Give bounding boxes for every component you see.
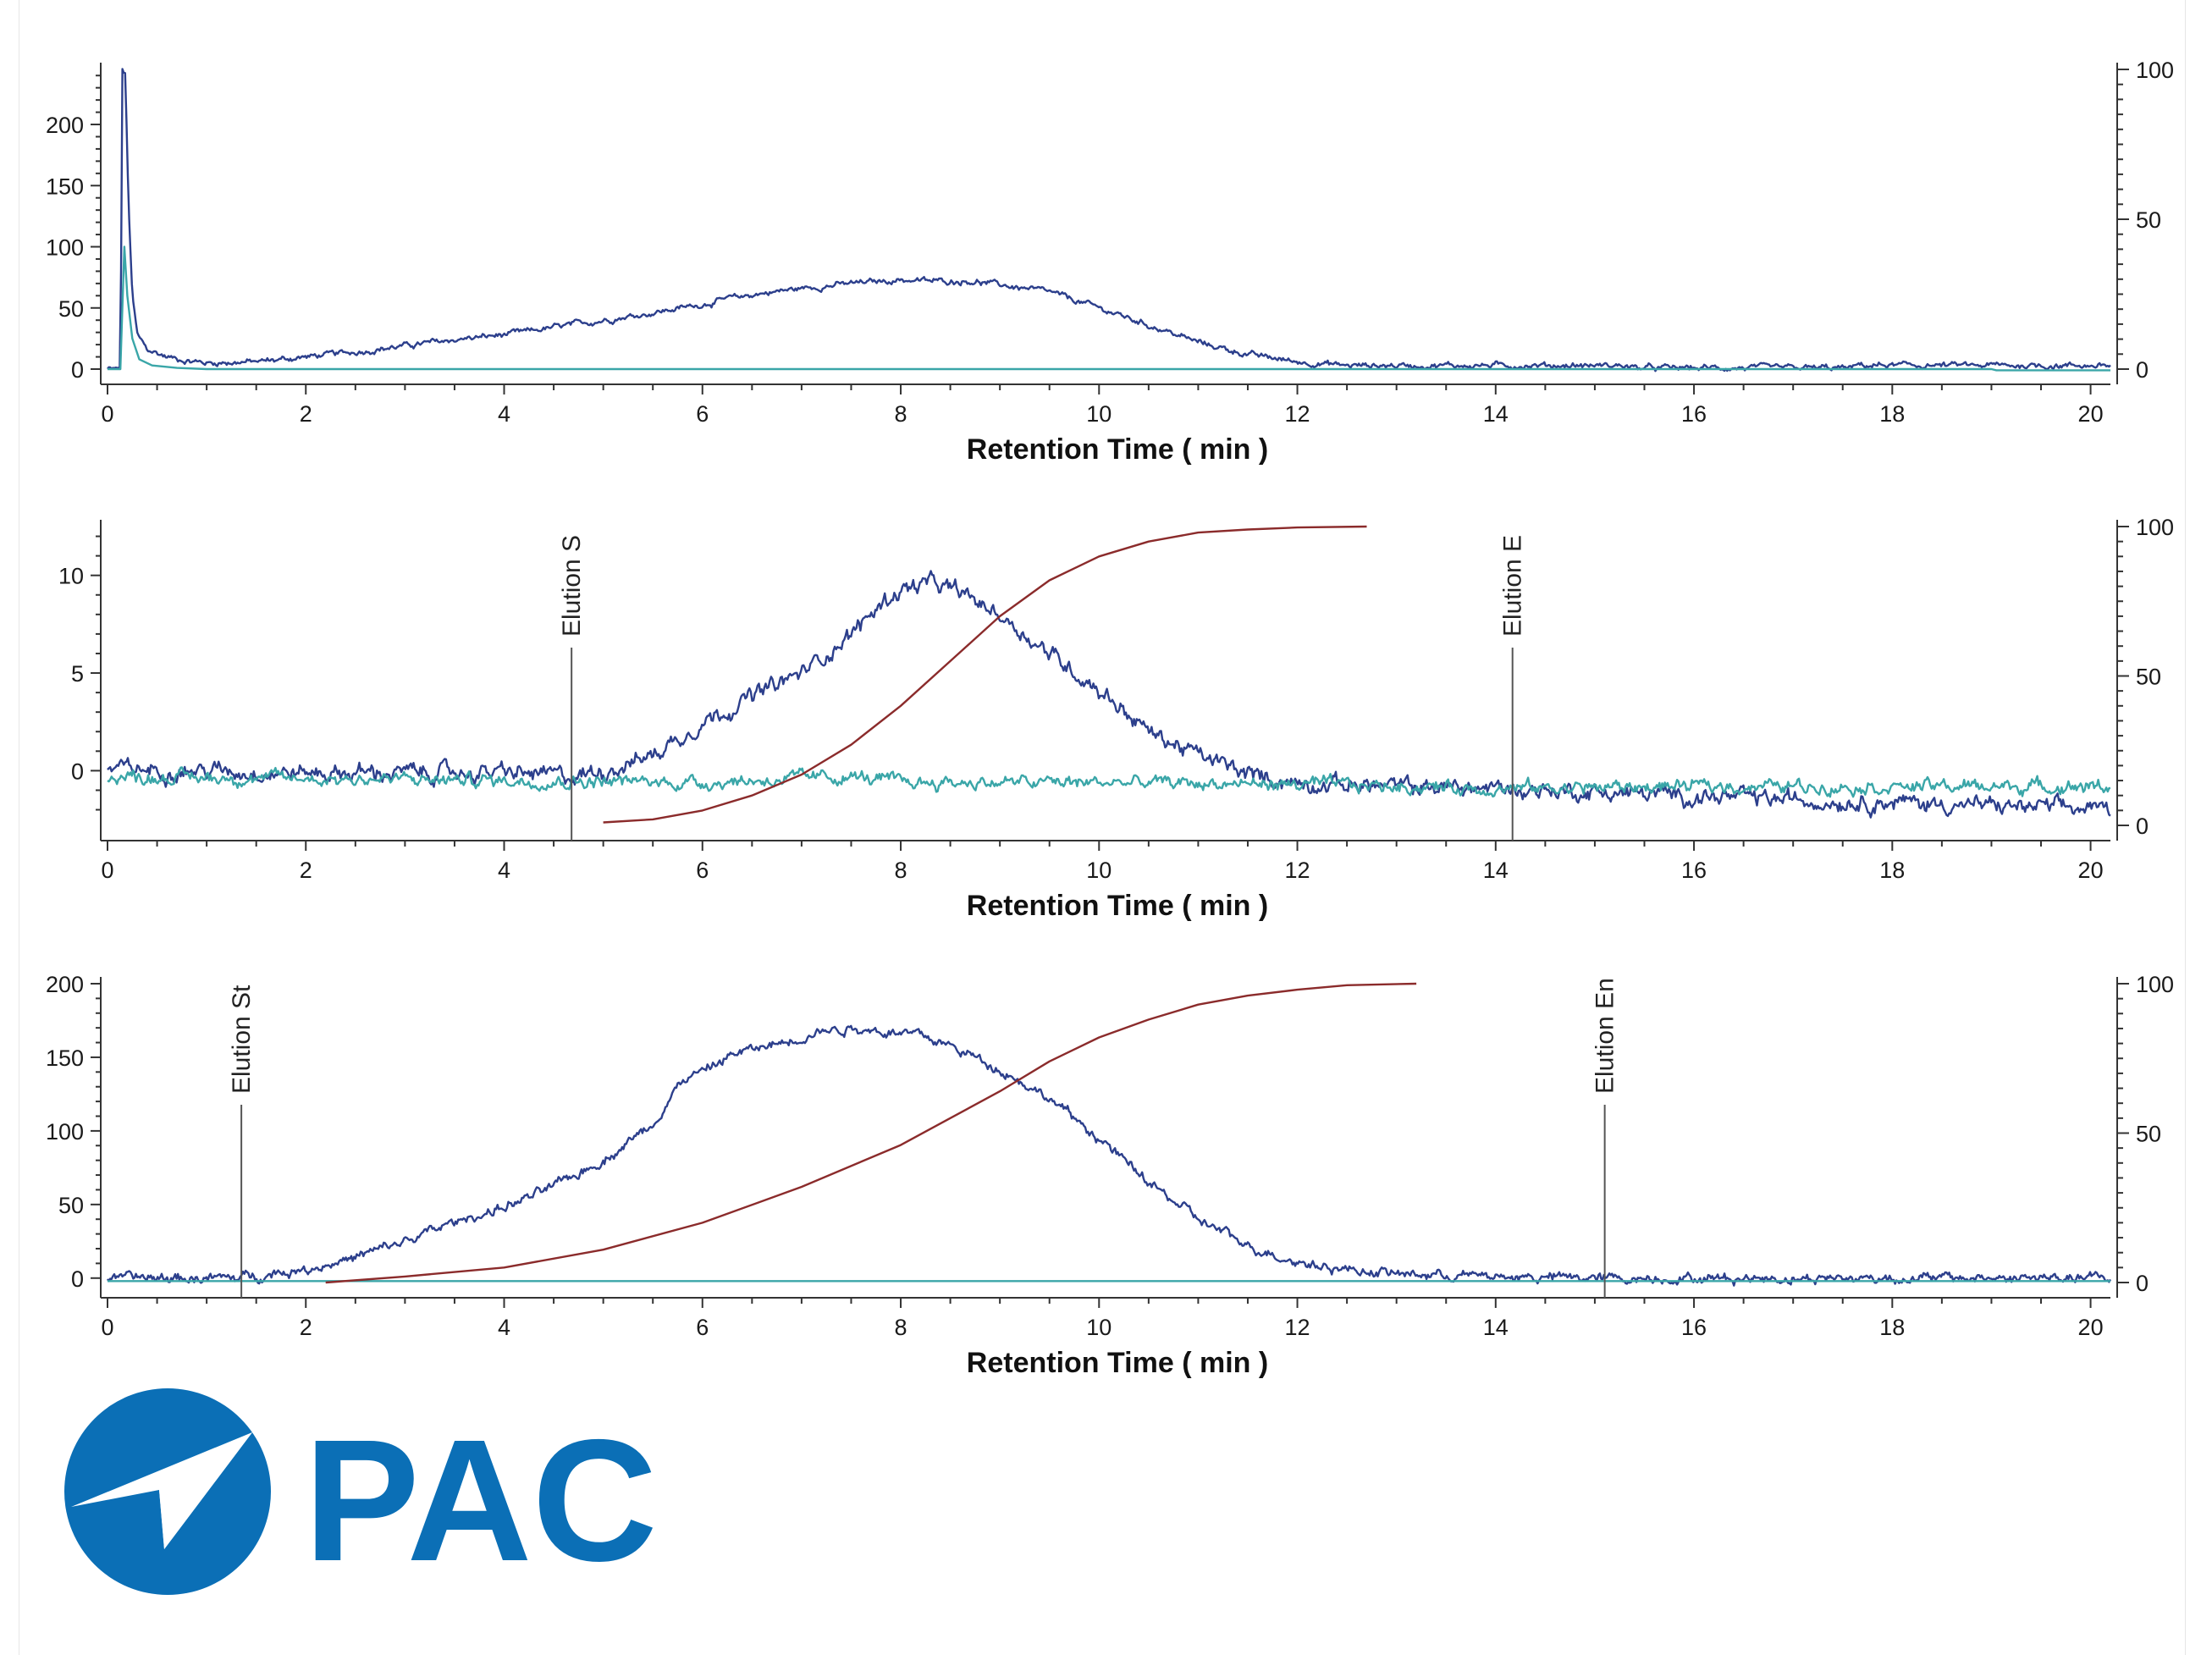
chart-panel-1: 0 2 4 6 8 10 12 14 16 18 20050100150200050100Reten… xyxy=(46,58,2174,466)
chart-panel-3: 0 2 4 6 8 10 12 14 16 18 20050100150200050100Reten… xyxy=(46,972,2174,1379)
y-tick-label: 0 xyxy=(71,357,84,383)
y-tick-label: 5 xyxy=(71,661,84,687)
x-tick-label: 2 xyxy=(300,858,312,883)
x-tick-label: 14 xyxy=(1483,858,1509,883)
x-tick-label: 4 xyxy=(498,401,510,427)
x-tick-label: 16 xyxy=(1681,858,1707,883)
y2-tick-label: 100 xyxy=(2136,515,2174,540)
y2-tick-label: 0 xyxy=(2136,1271,2149,1296)
chromatogram-panels: 0 2 4 6 8 10 12 14 16 18 20050100150200050100Reten… xyxy=(46,58,2174,1379)
y-tick-label: 50 xyxy=(58,296,84,322)
y-tick-label: 200 xyxy=(46,113,84,138)
x-tick-label: 10 xyxy=(1086,401,1112,427)
x-tick-label: 20 xyxy=(2078,1315,2104,1340)
x-tick-label: 2 xyxy=(300,1315,312,1340)
x-tick-label: 12 xyxy=(1285,401,1310,427)
x-tick-label: 0 xyxy=(101,1315,113,1340)
x-tick-label: 18 xyxy=(1879,1315,1905,1340)
y-tick-label: 10 xyxy=(58,564,84,589)
x-tick-label: 8 xyxy=(895,858,907,883)
y-tick-label: 100 xyxy=(46,235,84,261)
series-line-2 xyxy=(108,245,2110,372)
x-tick-label: 8 xyxy=(895,401,907,427)
x-tick-label: 6 xyxy=(696,401,709,427)
x-tick-label: 4 xyxy=(498,1315,510,1340)
y-tick-label: 100 xyxy=(46,1119,84,1145)
y2-tick-label: 50 xyxy=(2136,1122,2161,1147)
series-line-3 xyxy=(325,982,1417,1284)
y2-tick-label: 0 xyxy=(2136,357,2149,383)
x-tick-label: 6 xyxy=(696,1315,709,1340)
elution-marker-label: Elution St xyxy=(228,985,256,1094)
y-tick-label: 200 xyxy=(46,972,84,997)
brand-logo: PAC xyxy=(64,1388,691,1600)
x-tick-label: 0 xyxy=(101,858,113,883)
x-tick-label: 20 xyxy=(2078,858,2104,883)
x-axis-title: Retention Time ( min ) xyxy=(967,433,1268,466)
x-tick-label: 14 xyxy=(1483,1315,1509,1340)
y2-tick-label: 0 xyxy=(2136,814,2149,839)
series-line-2 xyxy=(107,766,2111,798)
x-tick-label: 2 xyxy=(300,401,312,427)
x-tick-label: 4 xyxy=(498,858,510,883)
logo-text: PAC xyxy=(304,1404,658,1597)
y-tick-label: 150 xyxy=(46,174,84,199)
x-tick-label: 10 xyxy=(1086,1315,1112,1340)
y2-tick-label: 100 xyxy=(2136,972,2174,997)
series-line-1 xyxy=(107,1024,2112,1287)
x-tick-label: 16 xyxy=(1681,401,1707,427)
x-tick-label: 16 xyxy=(1681,1315,1707,1340)
series-line-1 xyxy=(107,68,2111,372)
y-tick-label: 50 xyxy=(58,1193,84,1218)
x-tick-label: 6 xyxy=(696,858,709,883)
y2-tick-label: 100 xyxy=(2136,58,2174,83)
y-tick-label: 0 xyxy=(71,1266,84,1292)
x-tick-label: 10 xyxy=(1086,858,1112,883)
x-tick-label: 12 xyxy=(1285,1315,1310,1340)
y2-tick-label: 50 xyxy=(2136,665,2161,690)
x-tick-label: 18 xyxy=(1879,858,1905,883)
x-tick-label: 14 xyxy=(1483,401,1509,427)
x-tick-label: 0 xyxy=(101,401,113,427)
elution-marker-label: Elution S xyxy=(558,535,586,637)
series-line-1 xyxy=(107,570,2111,819)
elution-marker-label: Elution E xyxy=(1499,535,1527,637)
x-tick-label: 8 xyxy=(895,1315,907,1340)
elution-marker-label: Elution En xyxy=(1591,978,1619,1094)
y-tick-label: 0 xyxy=(71,759,84,784)
page-frame xyxy=(19,0,2186,1655)
x-axis-title: Retention Time ( min ) xyxy=(967,890,1268,922)
x-tick-label: 12 xyxy=(1285,858,1310,883)
y2-tick-label: 50 xyxy=(2136,207,2161,233)
series-line-3 xyxy=(603,525,1367,824)
y-tick-label: 150 xyxy=(46,1045,84,1071)
x-tick-label: 18 xyxy=(1879,401,1905,427)
x-axis-title: Retention Time ( min ) xyxy=(967,1347,1268,1379)
x-tick-label: 20 xyxy=(2078,401,2104,427)
